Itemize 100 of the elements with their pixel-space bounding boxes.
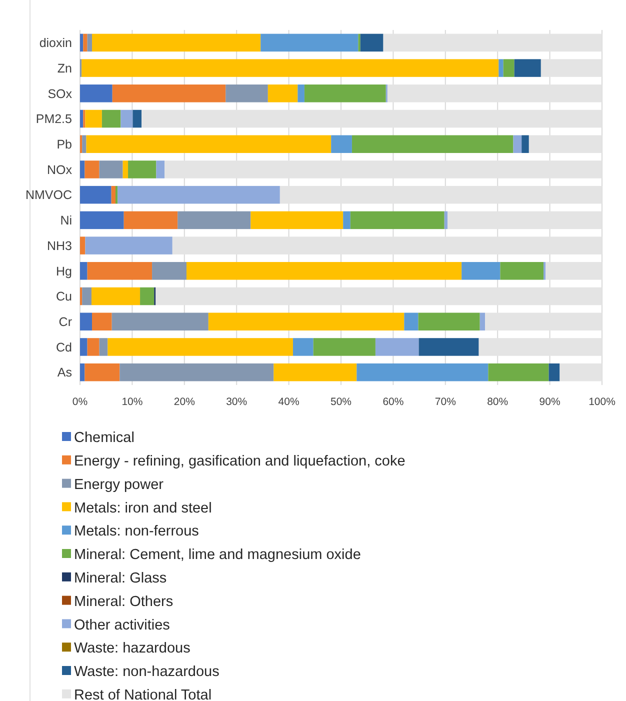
bar — [498, 59, 504, 77]
bar — [85, 110, 102, 128]
bar — [120, 110, 133, 128]
bar — [513, 135, 522, 153]
bar — [84, 160, 100, 178]
bar — [99, 338, 108, 356]
bar — [186, 262, 462, 280]
bar — [87, 34, 92, 52]
bar — [274, 363, 357, 382]
y-tick-label: dioxin — [39, 36, 72, 50]
bar — [80, 211, 124, 230]
bar — [120, 363, 274, 382]
bar — [140, 287, 154, 306]
x-tick-label: 10% — [122, 396, 143, 408]
bar — [80, 110, 84, 128]
legend-label: Waste: non-hazardous — [74, 664, 220, 680]
x-tick-label: 90% — [539, 396, 560, 408]
bar — [304, 84, 386, 102]
legend-label: Rest of National Total — [74, 687, 212, 701]
bar — [152, 262, 186, 280]
bar — [111, 186, 116, 204]
bar — [85, 236, 172, 254]
bar — [86, 135, 332, 153]
y-tick-label: NOx — [47, 162, 73, 177]
bar — [80, 160, 85, 178]
legend-label: Mineral: Others — [74, 594, 174, 610]
bar — [128, 160, 156, 178]
bar — [80, 84, 112, 102]
x-tick-label: 80% — [487, 396, 508, 408]
bar — [112, 84, 226, 102]
bar — [80, 34, 84, 52]
bar — [122, 160, 128, 178]
bar — [404, 312, 418, 330]
bar — [102, 110, 121, 128]
y-tick-label: PM2.5 — [36, 112, 72, 126]
x-tick-label: 0% — [72, 396, 88, 408]
x-tick-label: 20% — [174, 396, 195, 408]
legend-label: Energy power — [74, 476, 164, 493]
y-tick-label: Pb — [56, 137, 72, 152]
y-tick-label: Cd — [56, 340, 72, 354]
bar — [80, 312, 92, 330]
bar — [83, 34, 88, 52]
x-tick-label: 100% — [588, 396, 616, 408]
legend-label: Metals: non-ferrous — [74, 524, 199, 540]
y-tick-label: As — [57, 366, 72, 380]
bar — [87, 338, 100, 356]
x-tick-label: 50% — [330, 396, 352, 408]
y-tick-label: Ni — [60, 214, 72, 228]
bar — [87, 262, 152, 280]
bar — [115, 186, 118, 204]
bar — [444, 211, 448, 230]
bar — [352, 135, 514, 153]
y-tick-label: Cu — [56, 290, 72, 304]
legend-label: Other activities — [74, 617, 170, 634]
bar — [250, 211, 344, 230]
bar — [91, 287, 140, 306]
x-tick-label: 40% — [278, 396, 300, 408]
y-tick-label: Hg — [56, 264, 72, 278]
bar — [132, 110, 142, 128]
legend-label: Mineral: Cement, lime and magnesium oxide — [74, 547, 361, 564]
bar — [522, 135, 529, 153]
bar — [343, 211, 350, 230]
bar — [350, 211, 444, 230]
bar — [462, 262, 500, 280]
bar — [80, 236, 86, 254]
bar — [156, 160, 165, 178]
bar — [548, 363, 560, 382]
y-tick-label: Cr — [58, 314, 72, 329]
bar — [92, 312, 112, 330]
bar — [82, 287, 92, 306]
bar — [260, 34, 358, 52]
bar — [178, 211, 251, 230]
bar — [500, 262, 544, 280]
bar — [360, 34, 384, 52]
bar — [82, 135, 86, 153]
bar — [208, 312, 404, 330]
legend-label: Chemical — [74, 430, 134, 446]
bar — [418, 312, 480, 330]
legend-label: Energy - refining, gasification and liquefaction, coke — [74, 453, 406, 470]
x-tick-label: 60% — [382, 396, 404, 408]
bar — [313, 338, 376, 356]
y-tick-label: Zn — [57, 61, 72, 76]
bar — [488, 363, 549, 382]
bar — [375, 338, 419, 356]
bar — [82, 59, 499, 77]
bar — [92, 34, 261, 52]
bar — [112, 312, 208, 330]
bar — [99, 160, 123, 178]
y-tick-label: SOx — [48, 86, 73, 101]
legend-label: Metals: iron and steel — [74, 500, 212, 516]
bar — [503, 59, 514, 77]
bar — [80, 186, 112, 204]
bar — [480, 312, 486, 330]
bar — [80, 338, 88, 356]
y-tick-label: NH3 — [46, 238, 72, 253]
bar — [514, 59, 541, 77]
bar — [80, 363, 85, 382]
bar — [356, 363, 488, 382]
x-tick-label: 70% — [434, 396, 456, 408]
legend-label: Waste: hazardous — [74, 640, 190, 657]
